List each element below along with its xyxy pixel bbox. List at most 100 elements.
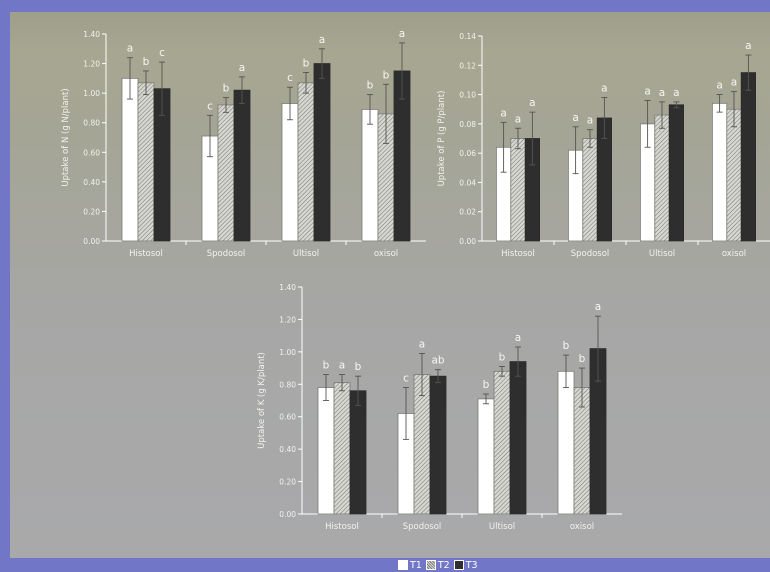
significance-label: c xyxy=(287,72,293,84)
bar-t2 xyxy=(137,82,155,242)
significance-label: a xyxy=(716,80,722,92)
y-tick-label: 0.80 xyxy=(279,380,296,389)
bar-t1 xyxy=(557,370,575,515)
bar-t1 xyxy=(317,387,335,515)
bar-t3 xyxy=(349,390,367,515)
significance-label: b xyxy=(383,69,390,81)
y-tick-label: 0.40 xyxy=(279,445,296,454)
significance-label: a xyxy=(319,34,325,46)
significance-label: a xyxy=(659,87,665,99)
bar-t3 xyxy=(740,72,757,242)
bar-t2 xyxy=(333,382,351,515)
legend: T1 T2 T3 xyxy=(398,558,478,572)
significance-label: c xyxy=(403,373,409,385)
y-tick-label: 1.20 xyxy=(279,315,296,324)
bar-t1 xyxy=(712,102,728,242)
significance-label: a xyxy=(731,77,737,89)
bar-t2 xyxy=(654,114,670,242)
category-label: oxisol xyxy=(374,249,398,259)
significance-label: a xyxy=(515,332,521,344)
category-label: oxisol xyxy=(570,522,594,532)
legend-label-t2: T2 xyxy=(437,559,450,571)
y-tick-label: 0.04 xyxy=(459,178,476,187)
legend-swatch-t3 xyxy=(453,560,464,570)
significance-label: c xyxy=(159,47,165,59)
significance-label: a xyxy=(644,85,650,97)
legend-item-t1: T1 xyxy=(398,560,422,571)
significance-label: a xyxy=(239,62,245,74)
significance-label: a xyxy=(745,40,751,52)
bar-t1 xyxy=(281,103,299,242)
significance-label: a xyxy=(601,83,607,95)
significance-label: b xyxy=(355,361,362,373)
significance-label: ab xyxy=(431,355,444,367)
legend-item-t2: T2 xyxy=(425,559,450,571)
bar-t1 xyxy=(361,109,379,242)
bar-charts: 0.00 0.20 0.40 0.60 0.80 1.00 1.20 1.40 Uptake o… xyxy=(61,28,770,532)
bar-t2 xyxy=(217,104,235,242)
y-tick-label: 0.00 xyxy=(459,237,476,246)
y-axis-label: Uptake of P (g P/plant) xyxy=(437,91,447,187)
y-tick-label: 0.10 xyxy=(459,91,476,100)
y-tick-label: 1.20 xyxy=(83,60,100,69)
significance-label: b xyxy=(303,57,310,69)
bar-t3 xyxy=(313,63,331,242)
bar-t2 xyxy=(510,138,526,242)
y-tick-label: 0.00 xyxy=(83,237,100,246)
category-label: Ultisol xyxy=(649,249,675,259)
significance-label: a xyxy=(419,338,425,350)
significance-label: b xyxy=(563,340,570,352)
y-tick-label: 1.40 xyxy=(83,30,100,39)
significance-label: b xyxy=(143,56,150,68)
legend-label-t3: T3 xyxy=(465,559,478,571)
category-label: Spodosol xyxy=(403,522,442,532)
significance-label: b xyxy=(367,80,374,92)
legend-label-t1: T1 xyxy=(410,559,422,571)
category-label: Histosol xyxy=(129,249,163,259)
y-tick-label: 1.00 xyxy=(279,348,296,357)
y-tick-label: 0.20 xyxy=(83,207,100,216)
significance-label: a xyxy=(127,43,133,55)
significance-label: a xyxy=(673,87,679,99)
bar-t1 xyxy=(477,398,495,515)
y-tick-label: 0.12 xyxy=(459,61,476,70)
significance-label: a xyxy=(587,115,593,127)
chart-3: 0.00 0.20 0.40 0.60 0.80 1.00 1.20 1.40 Uptake o… xyxy=(257,283,622,532)
bar-t2 xyxy=(297,82,315,242)
y-axis-label: Uptake of N (g N/plant) xyxy=(61,88,71,186)
chart-1: 0.00 0.20 0.40 0.60 0.80 1.00 1.20 1.40 Uptake o… xyxy=(61,28,426,259)
category-label: Ultisol xyxy=(293,249,319,259)
bar-t2 xyxy=(493,370,511,515)
y-axis-label: Uptake of K (g K/plant) xyxy=(257,352,267,449)
y-tick-label: 0.08 xyxy=(459,120,476,129)
y-tick-label: 0.00 xyxy=(279,510,296,519)
significance-label: c xyxy=(207,100,213,112)
y-tick-label: 0.40 xyxy=(83,178,100,187)
significance-label: b xyxy=(223,83,230,95)
significance-label: b xyxy=(323,360,330,372)
significance-label: a xyxy=(500,107,506,119)
category-label: Spodosol xyxy=(207,249,246,259)
bar-t1 xyxy=(121,77,139,242)
figure-panel: 0.00 0.20 0.40 0.60 0.80 1.00 1.20 1.40 Uptake o… xyxy=(10,12,770,571)
bar-t3 xyxy=(668,104,685,242)
y-tick-label: 0.20 xyxy=(279,478,296,487)
chart-2: 0.00 0.02 0.04 0.06 0.08 0.10 0.12 0.14 Uptake o… xyxy=(437,32,770,259)
significance-label: a xyxy=(515,113,521,125)
significance-label: a xyxy=(399,28,405,40)
significance-label: b xyxy=(499,351,506,363)
significance-label: a xyxy=(529,97,535,109)
y-tick-label: 0.80 xyxy=(83,119,100,128)
category-label: Spodosol xyxy=(571,249,610,259)
significance-label: b xyxy=(579,353,586,365)
y-tick-label: 0.06 xyxy=(459,149,476,158)
y-tick-label: 0.14 xyxy=(459,32,476,41)
legend-swatch-t1 xyxy=(398,560,408,570)
bar-t2 xyxy=(582,138,598,242)
legend-item-t3: T3 xyxy=(453,559,478,571)
y-tick-label: 0.60 xyxy=(279,413,296,422)
y-tick-label: 0.02 xyxy=(459,208,476,217)
bar-t2 xyxy=(726,108,742,242)
bar-t3 xyxy=(429,375,447,515)
y-tick-label: 1.00 xyxy=(83,89,100,98)
